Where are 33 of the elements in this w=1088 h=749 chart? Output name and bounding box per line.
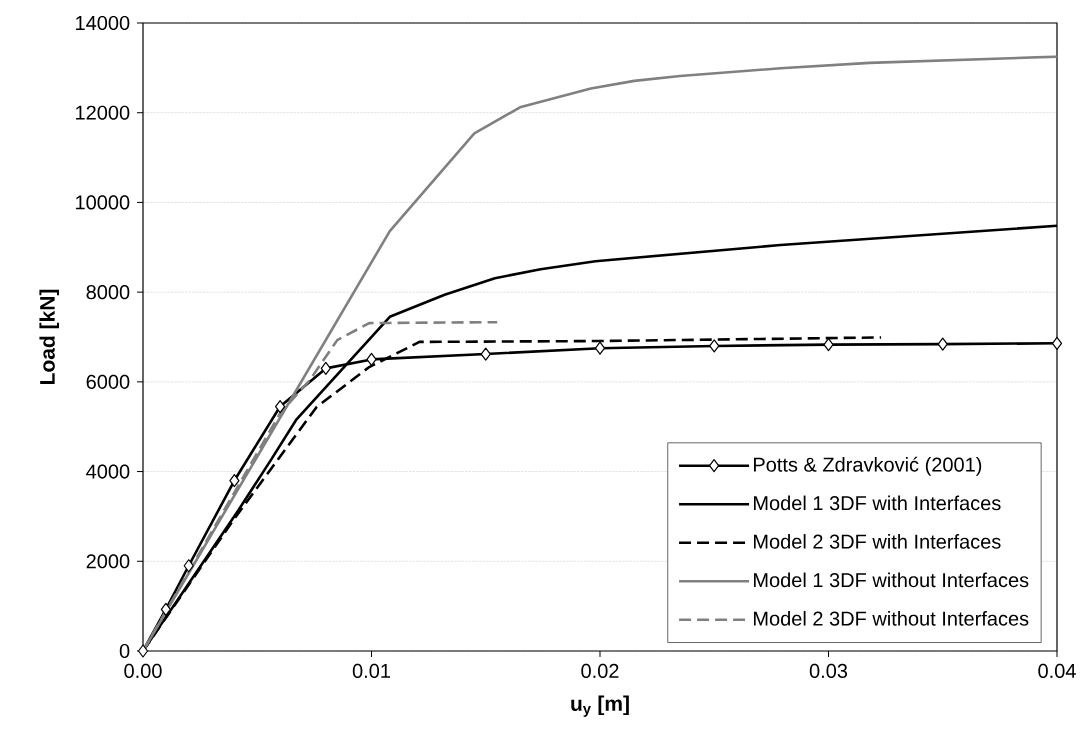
y-tick-label: 0 [119,643,130,659]
x-tick-label: 0.00 [124,663,162,679]
point [480,347,491,361]
point [160,602,171,616]
point [709,339,720,353]
y-tick-label: 4000 [86,464,130,479]
y-tick-label: 2000 [86,554,130,569]
y-axis-title: Load [kN] [39,289,59,384]
point [937,337,948,351]
y-tick-label: 6000 [86,374,130,389]
point [275,399,286,414]
x-axis-title: u$_{y}$ [m] [571,695,629,717]
y-tick-label: 8000 [86,285,130,300]
legend-label: Model 2 3DF without Interfaces [754,611,1029,626]
x-tick-label: 0.01 [352,663,390,679]
legend-label: Model 1 3DF without Interfaces [754,572,1029,588]
point [366,352,377,367]
point [229,473,240,488]
legend-label: Potts & Zdravković (2001) [754,456,982,476]
point [320,361,331,375]
point [1051,336,1063,350]
y-tick-label: 14000 [76,15,130,31]
y-tick-label: 12000 [76,105,130,120]
x-tick-label: 0.04 [1038,663,1076,679]
y-tick-label: 10000 [76,195,130,210]
x-tick-label: 0.02 [581,663,619,679]
point [137,644,149,658]
point [183,559,194,573]
x-tick-label: 0.03 [809,663,848,679]
legend-label: Model 2 3DF with Interfaces [754,534,1001,549]
point [594,341,606,355]
point [823,338,834,352]
legend-label: Model 1 3DF with Interfaces [754,495,1001,511]
